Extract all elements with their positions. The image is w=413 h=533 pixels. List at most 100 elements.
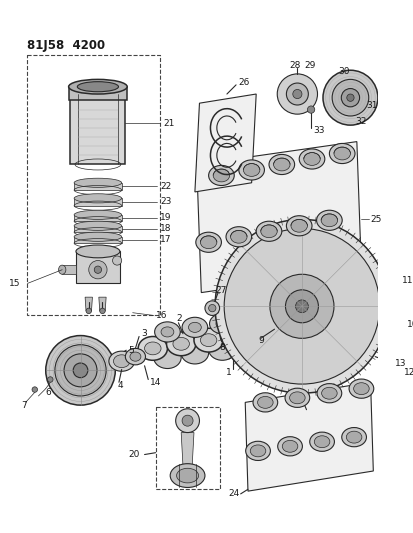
Ellipse shape [74,221,122,230]
Ellipse shape [261,225,277,238]
Ellipse shape [299,149,325,169]
Circle shape [176,409,199,433]
Text: 29: 29 [305,61,316,70]
Text: 21: 21 [163,119,174,128]
Ellipse shape [285,388,310,407]
Ellipse shape [260,307,285,327]
Ellipse shape [322,387,337,399]
Ellipse shape [200,334,217,346]
Polygon shape [195,94,256,192]
Circle shape [270,274,334,338]
Polygon shape [62,265,76,274]
Text: 24: 24 [229,489,240,498]
Ellipse shape [221,325,250,349]
Ellipse shape [250,445,266,457]
Ellipse shape [258,397,273,408]
Ellipse shape [286,216,312,236]
Circle shape [286,83,309,105]
Text: 18: 18 [160,224,172,233]
Text: 14: 14 [150,378,161,387]
Ellipse shape [216,319,229,329]
Ellipse shape [182,317,208,337]
Ellipse shape [259,332,286,354]
Text: 19: 19 [160,213,172,222]
Circle shape [307,106,315,113]
Text: 23: 23 [160,198,171,206]
Circle shape [209,304,216,312]
Polygon shape [74,226,122,232]
Ellipse shape [269,155,294,174]
Circle shape [205,301,220,316]
Text: 27: 27 [215,286,226,295]
Ellipse shape [181,342,209,364]
Text: 10: 10 [407,320,413,329]
Text: 32: 32 [355,117,366,126]
Ellipse shape [209,313,235,334]
Ellipse shape [310,432,335,451]
Text: 11: 11 [402,276,413,285]
Ellipse shape [354,383,369,394]
Text: 5: 5 [128,346,134,355]
Text: 7: 7 [21,401,27,410]
Ellipse shape [170,464,205,488]
Text: 13: 13 [395,359,407,368]
Circle shape [113,256,122,265]
Text: 31: 31 [366,101,377,109]
Ellipse shape [188,322,201,333]
Ellipse shape [273,158,290,171]
Circle shape [224,229,380,384]
Ellipse shape [130,352,141,361]
Ellipse shape [59,265,66,274]
Ellipse shape [256,221,282,241]
Ellipse shape [242,315,254,325]
Ellipse shape [109,351,135,372]
Ellipse shape [154,322,180,342]
Ellipse shape [74,194,122,203]
Circle shape [86,308,92,313]
Ellipse shape [330,143,355,164]
Polygon shape [99,297,106,311]
Polygon shape [69,87,127,100]
Ellipse shape [349,379,374,398]
Ellipse shape [227,330,243,343]
Polygon shape [74,183,122,190]
Ellipse shape [266,312,279,322]
Ellipse shape [173,337,190,350]
Circle shape [73,363,88,378]
Text: 26: 26 [238,78,249,87]
Text: 25: 25 [370,215,382,224]
Ellipse shape [209,165,234,185]
Ellipse shape [278,437,302,456]
Ellipse shape [277,325,294,337]
Ellipse shape [290,392,305,404]
Ellipse shape [213,169,230,182]
Circle shape [277,74,318,114]
Polygon shape [74,237,122,243]
Ellipse shape [154,346,181,368]
Circle shape [89,261,107,279]
Ellipse shape [304,152,320,165]
Text: 12: 12 [404,368,413,377]
Circle shape [323,70,378,125]
Polygon shape [74,198,122,206]
Circle shape [285,290,318,323]
Polygon shape [71,96,126,165]
Circle shape [296,300,309,313]
Circle shape [347,94,354,101]
Text: 33: 33 [313,126,325,135]
Ellipse shape [347,431,362,443]
Ellipse shape [317,210,342,230]
Ellipse shape [253,393,278,412]
Ellipse shape [239,160,264,180]
Circle shape [215,220,389,393]
Polygon shape [85,297,93,311]
Ellipse shape [114,355,130,368]
Polygon shape [197,142,361,293]
Text: 3: 3 [141,329,147,338]
Ellipse shape [74,210,122,220]
Polygon shape [181,433,194,466]
Ellipse shape [230,230,247,243]
Circle shape [341,88,360,107]
Ellipse shape [246,441,271,461]
Text: 1: 1 [226,368,232,377]
